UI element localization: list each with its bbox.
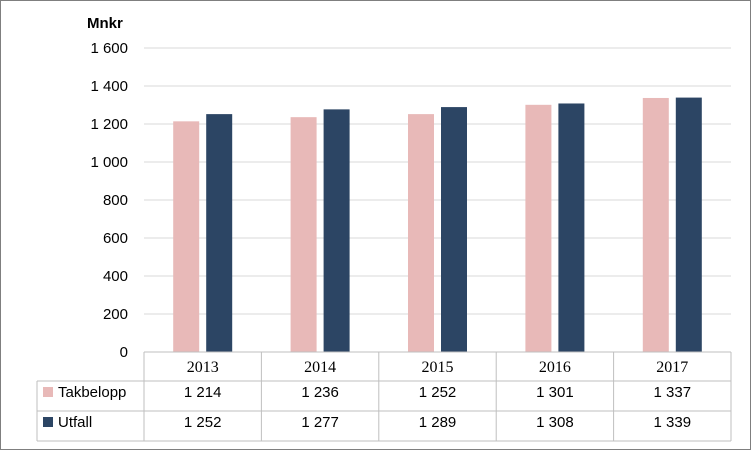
gridlines: [144, 47, 731, 315]
data-table-cell: 1 252: [184, 414, 222, 431]
data-table-cell: 1 301: [536, 384, 574, 401]
y-tick-label: 1 400: [90, 78, 128, 95]
y-tick-label: 400: [103, 268, 128, 285]
bar-utfall-2013: [206, 114, 233, 353]
data-table-cell: 1 308: [536, 414, 574, 431]
data-table-cell: 1 339: [654, 414, 692, 431]
y-tick-label: 1 600: [90, 40, 128, 57]
category-label: 2017: [656, 359, 688, 376]
legend-label-takbelopp: Takbelopp: [58, 384, 126, 401]
y-tick-label: 200: [103, 306, 128, 323]
bar-takbelopp-2016: [525, 104, 552, 352]
data-table-cell: 1 277: [301, 414, 339, 431]
bar-utfall-2017: [675, 97, 702, 352]
bar-takbelopp-2015: [408, 114, 434, 353]
y-tick-label: 1 200: [90, 116, 128, 133]
bars: [173, 97, 702, 353]
legend-swatch-utfall: [43, 417, 53, 427]
category-label: 2015: [422, 359, 454, 376]
category-label: 2014: [304, 359, 336, 376]
data-table-cell: 1 337: [654, 384, 692, 401]
bar-utfall-2015: [441, 107, 467, 352]
data-table-cell: 1 236: [301, 384, 339, 401]
data-table-cell: 1 252: [419, 384, 457, 401]
bar-takbelopp-2013: [173, 121, 200, 352]
legend-swatch-takbelopp: [43, 387, 53, 397]
category-label: 2013: [187, 359, 219, 376]
bar-utfall-2014: [323, 109, 350, 353]
bar-utfall-2016: [558, 103, 585, 352]
y-tick-labels: 0 200 400 600 800 1 000 1 200 1 400 1 600: [90, 40, 128, 361]
y-tick-label: 800: [103, 192, 128, 209]
y-axis-title: Mnkr: [87, 15, 123, 32]
category-label: 2016: [539, 359, 571, 376]
bar-takbelopp-2014: [290, 117, 317, 352]
data-table: 2013 2014 2015 2016 2017 Takbelopp 1 214 1 236 1…: [36, 351, 732, 442]
legend-label-utfall: Utfall: [58, 414, 92, 431]
bar-takbelopp-2017: [642, 97, 669, 352]
y-tick-label: 0: [120, 344, 128, 361]
data-table-cell: 1 289: [419, 414, 457, 431]
data-table-cell: 1 214: [184, 384, 222, 401]
y-tick-label: 1 000: [90, 154, 128, 171]
y-tick-label: 600: [103, 230, 128, 247]
